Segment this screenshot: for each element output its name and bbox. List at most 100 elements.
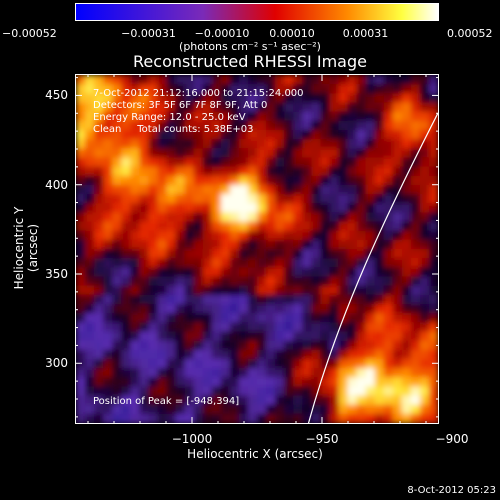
heatmap-cell [266, 303, 276, 314]
heatmap-cell [85, 404, 95, 415]
heatmap-cell [338, 386, 349, 397]
heatmap-cell [211, 249, 222, 259]
heatmap-cell [401, 404, 412, 415]
heatmap-cell [193, 404, 204, 415]
heatmap-cell [392, 221, 403, 232]
heatmap-cell [356, 349, 367, 360]
heatmap-cell [401, 358, 412, 369]
heatmap-cell [410, 413, 421, 423]
heatmap-cell [392, 294, 403, 305]
heatmap-cell [266, 340, 276, 351]
heatmap-cell [103, 313, 113, 323]
heatmap-cell [293, 258, 303, 268]
heatmap-cell [139, 139, 149, 149]
heatmap-cell [220, 386, 231, 397]
heatmap-cell [238, 368, 249, 378]
heatmap-cell [347, 413, 358, 423]
heatmap-cell [383, 239, 394, 250]
chart-title: Reconstructed RHESSI Image [133, 52, 367, 71]
heatmap-cell [148, 331, 159, 342]
heatmap-cell [329, 377, 340, 387]
heatmap-cell [193, 93, 204, 104]
heatmap-cell [311, 230, 321, 241]
heatmap-cell [347, 322, 358, 333]
heatmap-cell [338, 239, 349, 250]
heatmap-cell [338, 111, 349, 122]
heatmap-cell [401, 249, 412, 259]
heatmap-cell [130, 194, 140, 204]
heatmap-cell [175, 285, 186, 296]
heatmap-cell [284, 175, 294, 186]
heatmap-cell [238, 267, 249, 278]
heatmap-cell [419, 313, 430, 323]
heatmap-cell [347, 395, 358, 406]
heatmap-cell [157, 368, 168, 378]
heatmap-cell [338, 249, 349, 259]
heatmap-cell [76, 157, 86, 168]
heatmap-cell [257, 129, 267, 140]
heatmap-cell [392, 111, 403, 122]
heatmap-cell [94, 395, 104, 406]
heatmap-cell [202, 294, 213, 305]
heatmap-cell [94, 129, 104, 140]
heatmap-cell [311, 166, 321, 177]
heatmap-cell [338, 331, 349, 342]
heatmap-cell [356, 230, 367, 241]
heatmap-cell [112, 194, 122, 204]
heatmap-cell [121, 175, 131, 186]
heatmap-cell [148, 340, 159, 351]
heatmap-cell [175, 129, 186, 140]
heatmap-cell [112, 221, 122, 232]
heatmap-cell [401, 377, 412, 387]
heatmap-cell [175, 221, 186, 232]
heatmap-cell [320, 129, 330, 140]
heatmap-cell [419, 175, 430, 186]
solar-limb-line [307, 112, 438, 423]
heatmap-cell [193, 157, 204, 168]
heatmap-cell [220, 349, 231, 360]
heatmap-cell [211, 111, 222, 122]
heatmap-cell [175, 139, 186, 149]
heatmap-cell [356, 285, 367, 296]
heatmap-cell [320, 276, 330, 287]
heatmap-cell [410, 303, 421, 314]
heatmap-cell [175, 166, 186, 177]
heatmap-cell [302, 221, 312, 232]
heatmap-cell [157, 239, 168, 250]
heatmap-cell [175, 340, 186, 351]
heatmap-cell [175, 294, 186, 305]
heatmap-cell [275, 139, 285, 149]
heatmap-cell [401, 267, 412, 278]
heatmap-cell [329, 111, 340, 122]
heatmap-cell [410, 358, 421, 369]
heatmap-cell [157, 395, 168, 406]
heatmap-cell [229, 276, 240, 287]
heatmap-cell [410, 267, 421, 278]
heatmap-cell [257, 102, 267, 113]
heatmap-cell [103, 157, 113, 168]
heatmap-cell [257, 285, 267, 296]
heatmap-cell [428, 203, 438, 213]
heatmap-cell [139, 340, 149, 351]
heatmap-cell [392, 139, 403, 149]
heatmap-cell [211, 349, 222, 360]
heatmap-cell [247, 175, 258, 186]
heatmap-cell [157, 294, 168, 305]
heatmap-cell [311, 184, 321, 195]
heatmap-cell [175, 386, 186, 397]
heatmap-cell [229, 413, 240, 423]
heatmap-cell [284, 404, 294, 415]
heatmap-cell [112, 358, 122, 369]
heatmap-cell [148, 249, 159, 259]
heatmap-cell [338, 276, 349, 287]
heatmap-cell [383, 84, 394, 94]
heatmap-cell [320, 221, 330, 232]
heatmap-cell [184, 349, 195, 360]
heatmap-cell [85, 340, 95, 351]
heatmap-cell [148, 285, 159, 296]
heatmap-cell [266, 84, 276, 94]
heatmap-cell [302, 413, 312, 423]
heatmap-cell [184, 75, 195, 85]
heatmap-cell [356, 404, 367, 415]
heatmap-cell [320, 358, 330, 369]
